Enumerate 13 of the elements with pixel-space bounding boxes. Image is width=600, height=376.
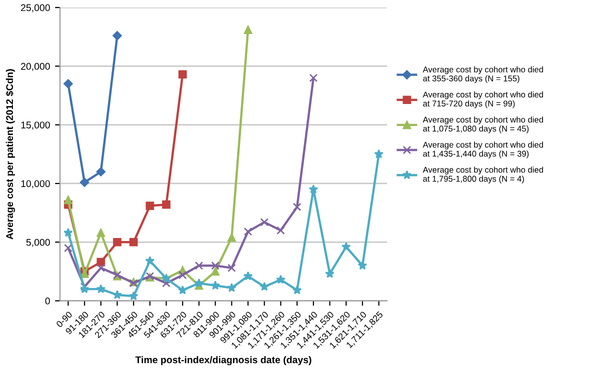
y-axis-title: Average cost per patient (2012 $Cdn): [6, 69, 15, 240]
legend-label: Average cost by cohort who died at 1,795-1,800 days (N = 4): [422, 166, 543, 184]
y-tick-label: 0: [45, 298, 50, 304]
y-tick-label: 20,000: [21, 62, 50, 71]
y-tick-label: 10,000: [21, 180, 50, 188]
legend-label: Average cost by cohort who died at 1,075-1,080 days (N = 45): [422, 116, 543, 134]
y-tick-label: 5,000: [26, 238, 50, 247]
legend-label: Average cost by cohort who died at 1,435-1,440 days (N = 39): [422, 142, 543, 158]
x-axis-title: Time post-index/diagnosis date (days): [135, 356, 312, 366]
y-tick-label: 15,000: [21, 122, 50, 130]
legend-label: Average cost by cohort who died at 715-720 days (N = 99): [422, 91, 543, 108]
y-tick-label: 25,000: [21, 4, 50, 12]
legend-label: Average cost by cohort who died at 355-360 days (N = 155): [422, 66, 543, 84]
